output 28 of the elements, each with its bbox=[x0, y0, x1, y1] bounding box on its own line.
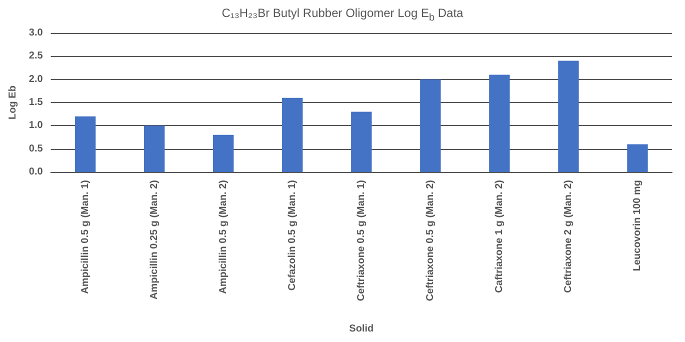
bar bbox=[282, 98, 303, 172]
bar bbox=[74, 116, 96, 172]
bar bbox=[213, 134, 234, 172]
x-tick-label: Caftriaxone 1 g (Man. 2) bbox=[494, 180, 505, 293]
y-tick-label: 1.0 bbox=[28, 120, 44, 132]
y-tick-label: 0.0 bbox=[28, 166, 44, 178]
x-tick-label: Ampicillin 0.5 g (Man. 1) bbox=[80, 180, 91, 294]
x-axis-title: Solid bbox=[349, 324, 374, 334]
y-tick-label: 0.5 bbox=[28, 143, 44, 154]
y-tick-label: 2.5 bbox=[28, 50, 44, 62]
x-tick-label: Ceftriaxone 0.5 g (Man. 1) bbox=[356, 180, 367, 302]
x-tick-label: Cefazolin 0.5 g (Man. 1) bbox=[286, 180, 298, 291]
bar bbox=[144, 126, 165, 172]
x-tick-label: Ceftriaxone 2 g (Man. 2) bbox=[562, 180, 574, 293]
y-tick-label: 1.5 bbox=[28, 97, 44, 108]
y-tick-label: 2.0 bbox=[28, 74, 44, 85]
x-tick-label: Ampicillin 0.5 g (Man. 2) bbox=[218, 180, 229, 294]
bar bbox=[627, 144, 648, 172]
bar bbox=[351, 112, 372, 172]
x-tick-label: Leucovorin 100 mg bbox=[632, 180, 643, 272]
bar bbox=[420, 79, 441, 172]
x-tick-label: Ampicillin 0.25 g (Man. 2) bbox=[148, 180, 160, 300]
y-tick-label: 3.0 bbox=[28, 28, 44, 38]
bar bbox=[489, 74, 510, 172]
chart-title: C₁₃H₂₃Br Butyl Rubber Oligomer Log E$_{b}$ Data bbox=[220, 6, 464, 24]
x-tick-label: Ceftriaxone 0.5 g (Man. 2) bbox=[424, 180, 436, 302]
y-axis-title: Log Eb bbox=[8, 86, 18, 120]
bar bbox=[558, 60, 579, 172]
